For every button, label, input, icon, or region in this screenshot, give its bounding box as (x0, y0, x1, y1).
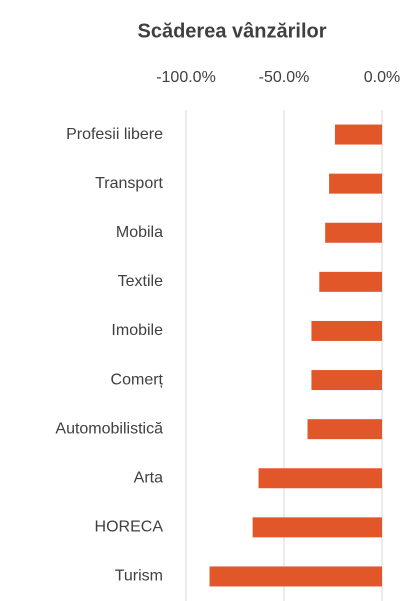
bar (311, 370, 382, 391)
bar (319, 271, 382, 292)
x-tick-label: 0.0% (364, 69, 400, 86)
y-tick-label: Mobila (116, 224, 163, 241)
y-tick-label: Turism (115, 568, 163, 585)
x-tick-label: -100.0% (156, 69, 216, 86)
bar (325, 222, 382, 243)
bar (258, 468, 382, 489)
y-tick-label: Comerț (111, 371, 164, 388)
y-tick-label: Automobilistică (55, 420, 163, 437)
bar (329, 173, 382, 194)
y-tick-label: Textile (118, 273, 163, 290)
bar (252, 517, 382, 538)
y-tick-label: Profesii libere (66, 126, 163, 143)
bar (334, 124, 382, 145)
x-tick-label: -50.0% (259, 69, 310, 86)
bar (209, 566, 382, 587)
bar (311, 320, 382, 341)
y-tick-label: Imobile (111, 322, 163, 339)
y-tick-label: HORECA (95, 519, 164, 536)
y-tick-label: Transport (95, 175, 163, 192)
bar (307, 419, 382, 440)
y-tick-label: Arta (134, 469, 163, 486)
chart-title: Scăderea vânzărilor (138, 20, 327, 42)
